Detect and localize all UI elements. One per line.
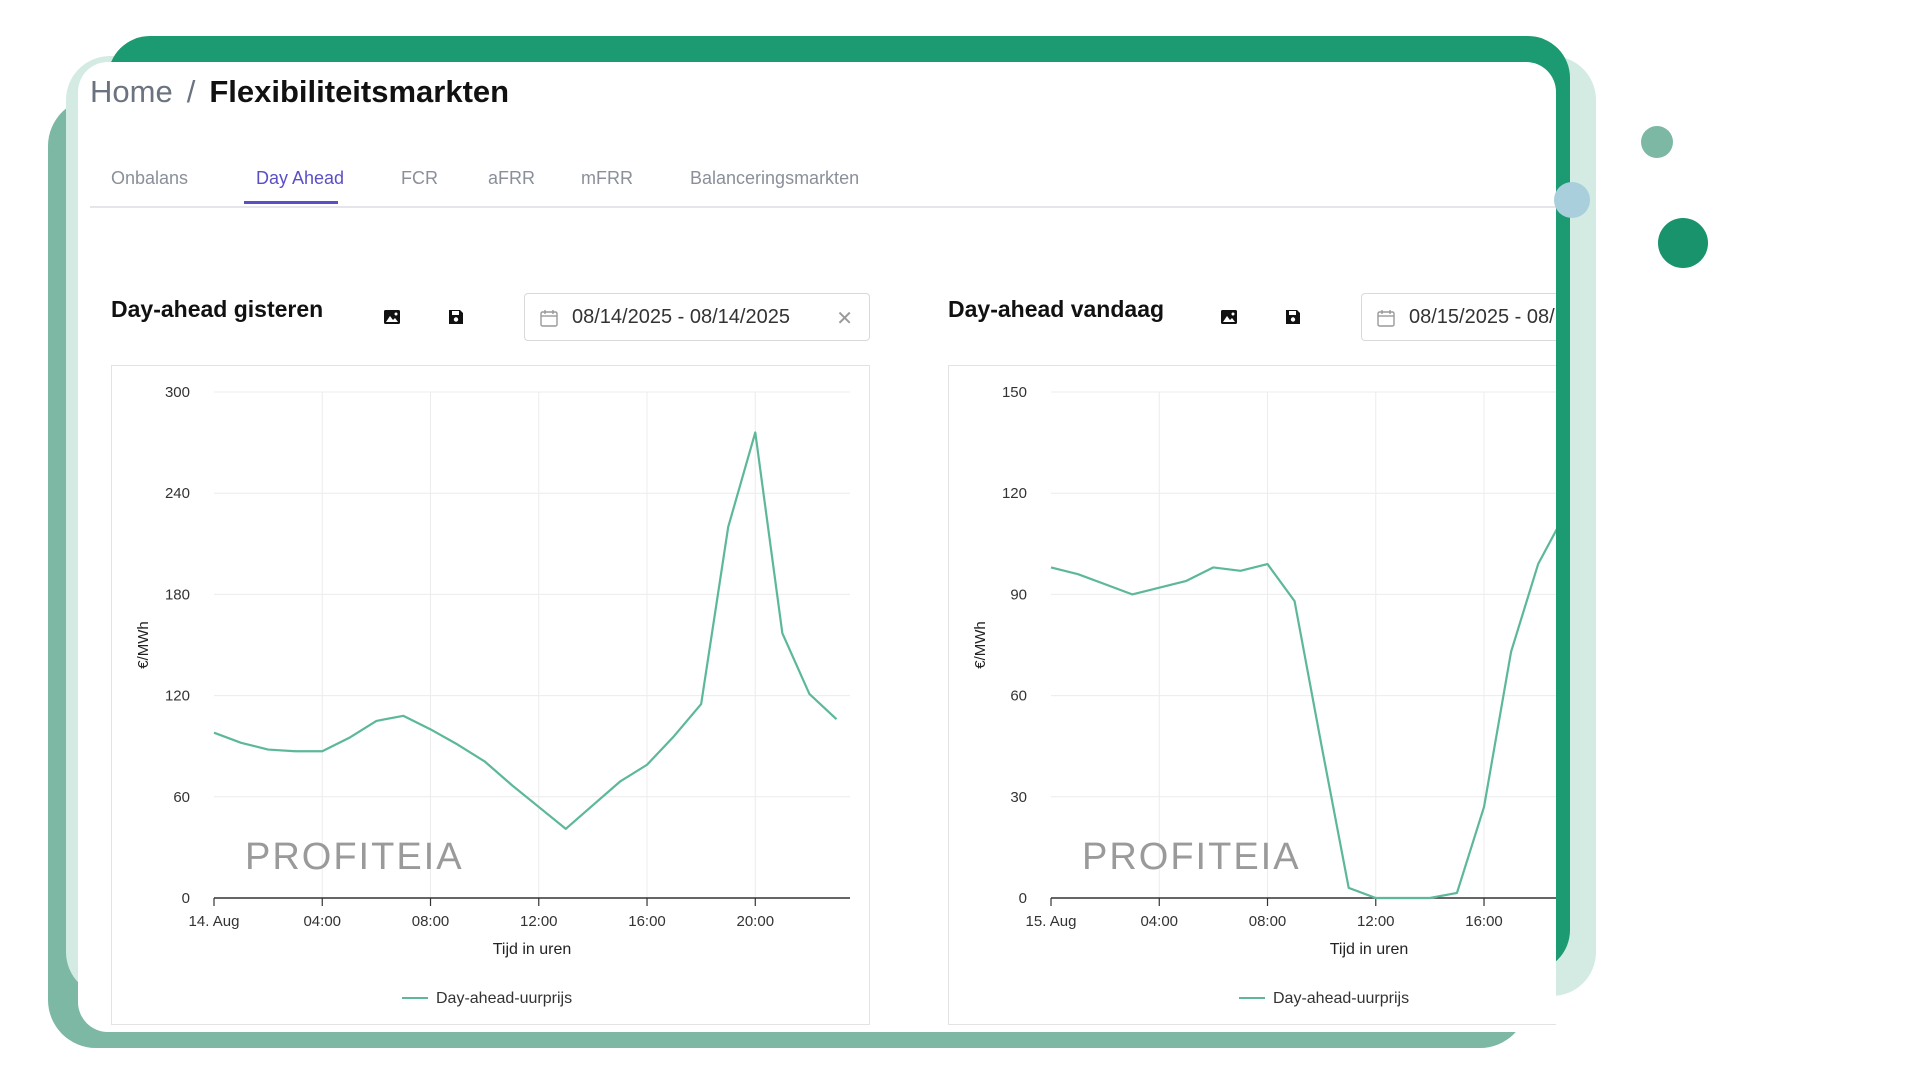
active-tab-indicator: [244, 201, 338, 204]
y-tick-label: 0: [182, 890, 190, 907]
y-tick-label: 180: [165, 586, 190, 603]
y-tick-label: 60: [1010, 688, 1027, 705]
line-chart-yesterday: 0 60 120 180 240 300 14. Aug 04:00 08:00 12:00 16:…: [135, 384, 850, 1007]
y-axis-label: €/MWh: [135, 621, 152, 669]
tab-balanceringsmarkten[interactable]: Balanceringsmarkten: [690, 168, 860, 188]
date-range-value: 08/15/2025 - 08/: [1409, 306, 1555, 328]
legend-label: Day-ahead-uurprijs: [1273, 990, 1409, 1007]
x-tick-label: 14. Aug: [189, 913, 240, 930]
page-title: Flexibiliteitsmarkten: [209, 74, 510, 109]
x-tick-label: 08:00: [412, 913, 450, 930]
chart-container-today: 0 30 60 90 120 150 15. Aug 04:00 08:00 12:00 16:00…: [948, 365, 1556, 1025]
x-tick-label: 04:00: [303, 913, 341, 930]
series-line: [213, 431, 838, 830]
y-tick-label: 300: [165, 384, 190, 401]
y-tick-label: 240: [165, 485, 190, 502]
decorative-dot: [1554, 182, 1590, 218]
tab-onbalans[interactable]: Onbalans: [111, 168, 189, 188]
legend-label: Day-ahead-uurprijs: [436, 990, 572, 1007]
x-tick-label: 08:00: [1249, 913, 1287, 930]
x-tick-label: 15. Aug: [1026, 913, 1077, 930]
chart-title-today: Day-ahead vandaag: [948, 296, 1165, 322]
decorative-dot: [1641, 126, 1673, 158]
calendar-icon: [1377, 310, 1395, 327]
breadcrumb-home-link[interactable]: Home: [90, 74, 173, 109]
y-tick-label: 120: [165, 688, 190, 705]
y-tick-label: 0: [1019, 890, 1027, 907]
y-tick-label: 150: [1002, 384, 1027, 401]
line-chart-today: 0 30 60 90 120 150 15. Aug 04:00 08:00 12:00 16:00…: [972, 384, 1556, 1007]
decorative-dot: [1658, 218, 1708, 268]
x-tick-label: 12:00: [520, 913, 558, 930]
y-tick-label: 120: [1002, 485, 1027, 502]
breadcrumb-separator: /: [186, 74, 196, 109]
y-axis-label: €/MWh: [972, 621, 989, 669]
x-axis-label: Tijd in uren: [1330, 941, 1409, 958]
close-icon[interactable]: ✕: [836, 308, 853, 330]
save-icon[interactable]: [1284, 308, 1302, 326]
tab-day-ahead[interactable]: Day Ahead: [256, 168, 345, 188]
y-tick-label: 90: [1010, 586, 1027, 603]
calendar-icon: [540, 310, 558, 327]
main-panel: Home / Flexibiliteitsmarkten Onbalans Day …: [78, 62, 1556, 1032]
image-icon[interactable]: [383, 308, 401, 326]
x-tick-label: 04:00: [1140, 913, 1178, 930]
x-tick-label: 20:00: [737, 913, 775, 930]
chart-container-yesterday: 0 60 120 180 240 300 14. Aug 04:00 08:00 12:00 16:…: [111, 365, 870, 1025]
date-range-value: 08/14/2025 - 08/14/2025: [572, 306, 790, 328]
y-tick-label: 60: [173, 789, 190, 806]
x-axis-label: Tijd in uren: [493, 941, 572, 958]
watermark-logo: PROFITEIA: [245, 836, 464, 878]
market-tabs: Onbalans Day Ahead FCR aFRR mFRR Balance…: [90, 160, 1556, 208]
image-icon[interactable]: [1220, 308, 1238, 326]
chart-title-yesterday: Day-ahead gisteren: [111, 296, 324, 322]
tab-fcr[interactable]: FCR: [401, 168, 438, 188]
breadcrumb: Home / Flexibiliteitsmarkten: [90, 74, 509, 110]
x-tick-label: 16:00: [1465, 913, 1503, 930]
tab-mfrr[interactable]: mFRR: [581, 168, 633, 188]
date-range-picker[interactable]: 08/15/2025 - 08/: [1361, 293, 1556, 341]
save-icon[interactable]: [447, 308, 465, 326]
x-tick-label: 16:00: [628, 913, 666, 930]
date-range-picker[interactable]: 08/14/2025 - 08/14/2025 ✕: [524, 293, 870, 341]
tab-afrr[interactable]: aFRR: [488, 168, 536, 188]
y-tick-label: 30: [1010, 789, 1027, 806]
watermark-logo: PROFITEIA: [1082, 836, 1301, 878]
x-tick-label: 12:00: [1357, 913, 1395, 930]
series-line: [1050, 528, 1556, 900]
